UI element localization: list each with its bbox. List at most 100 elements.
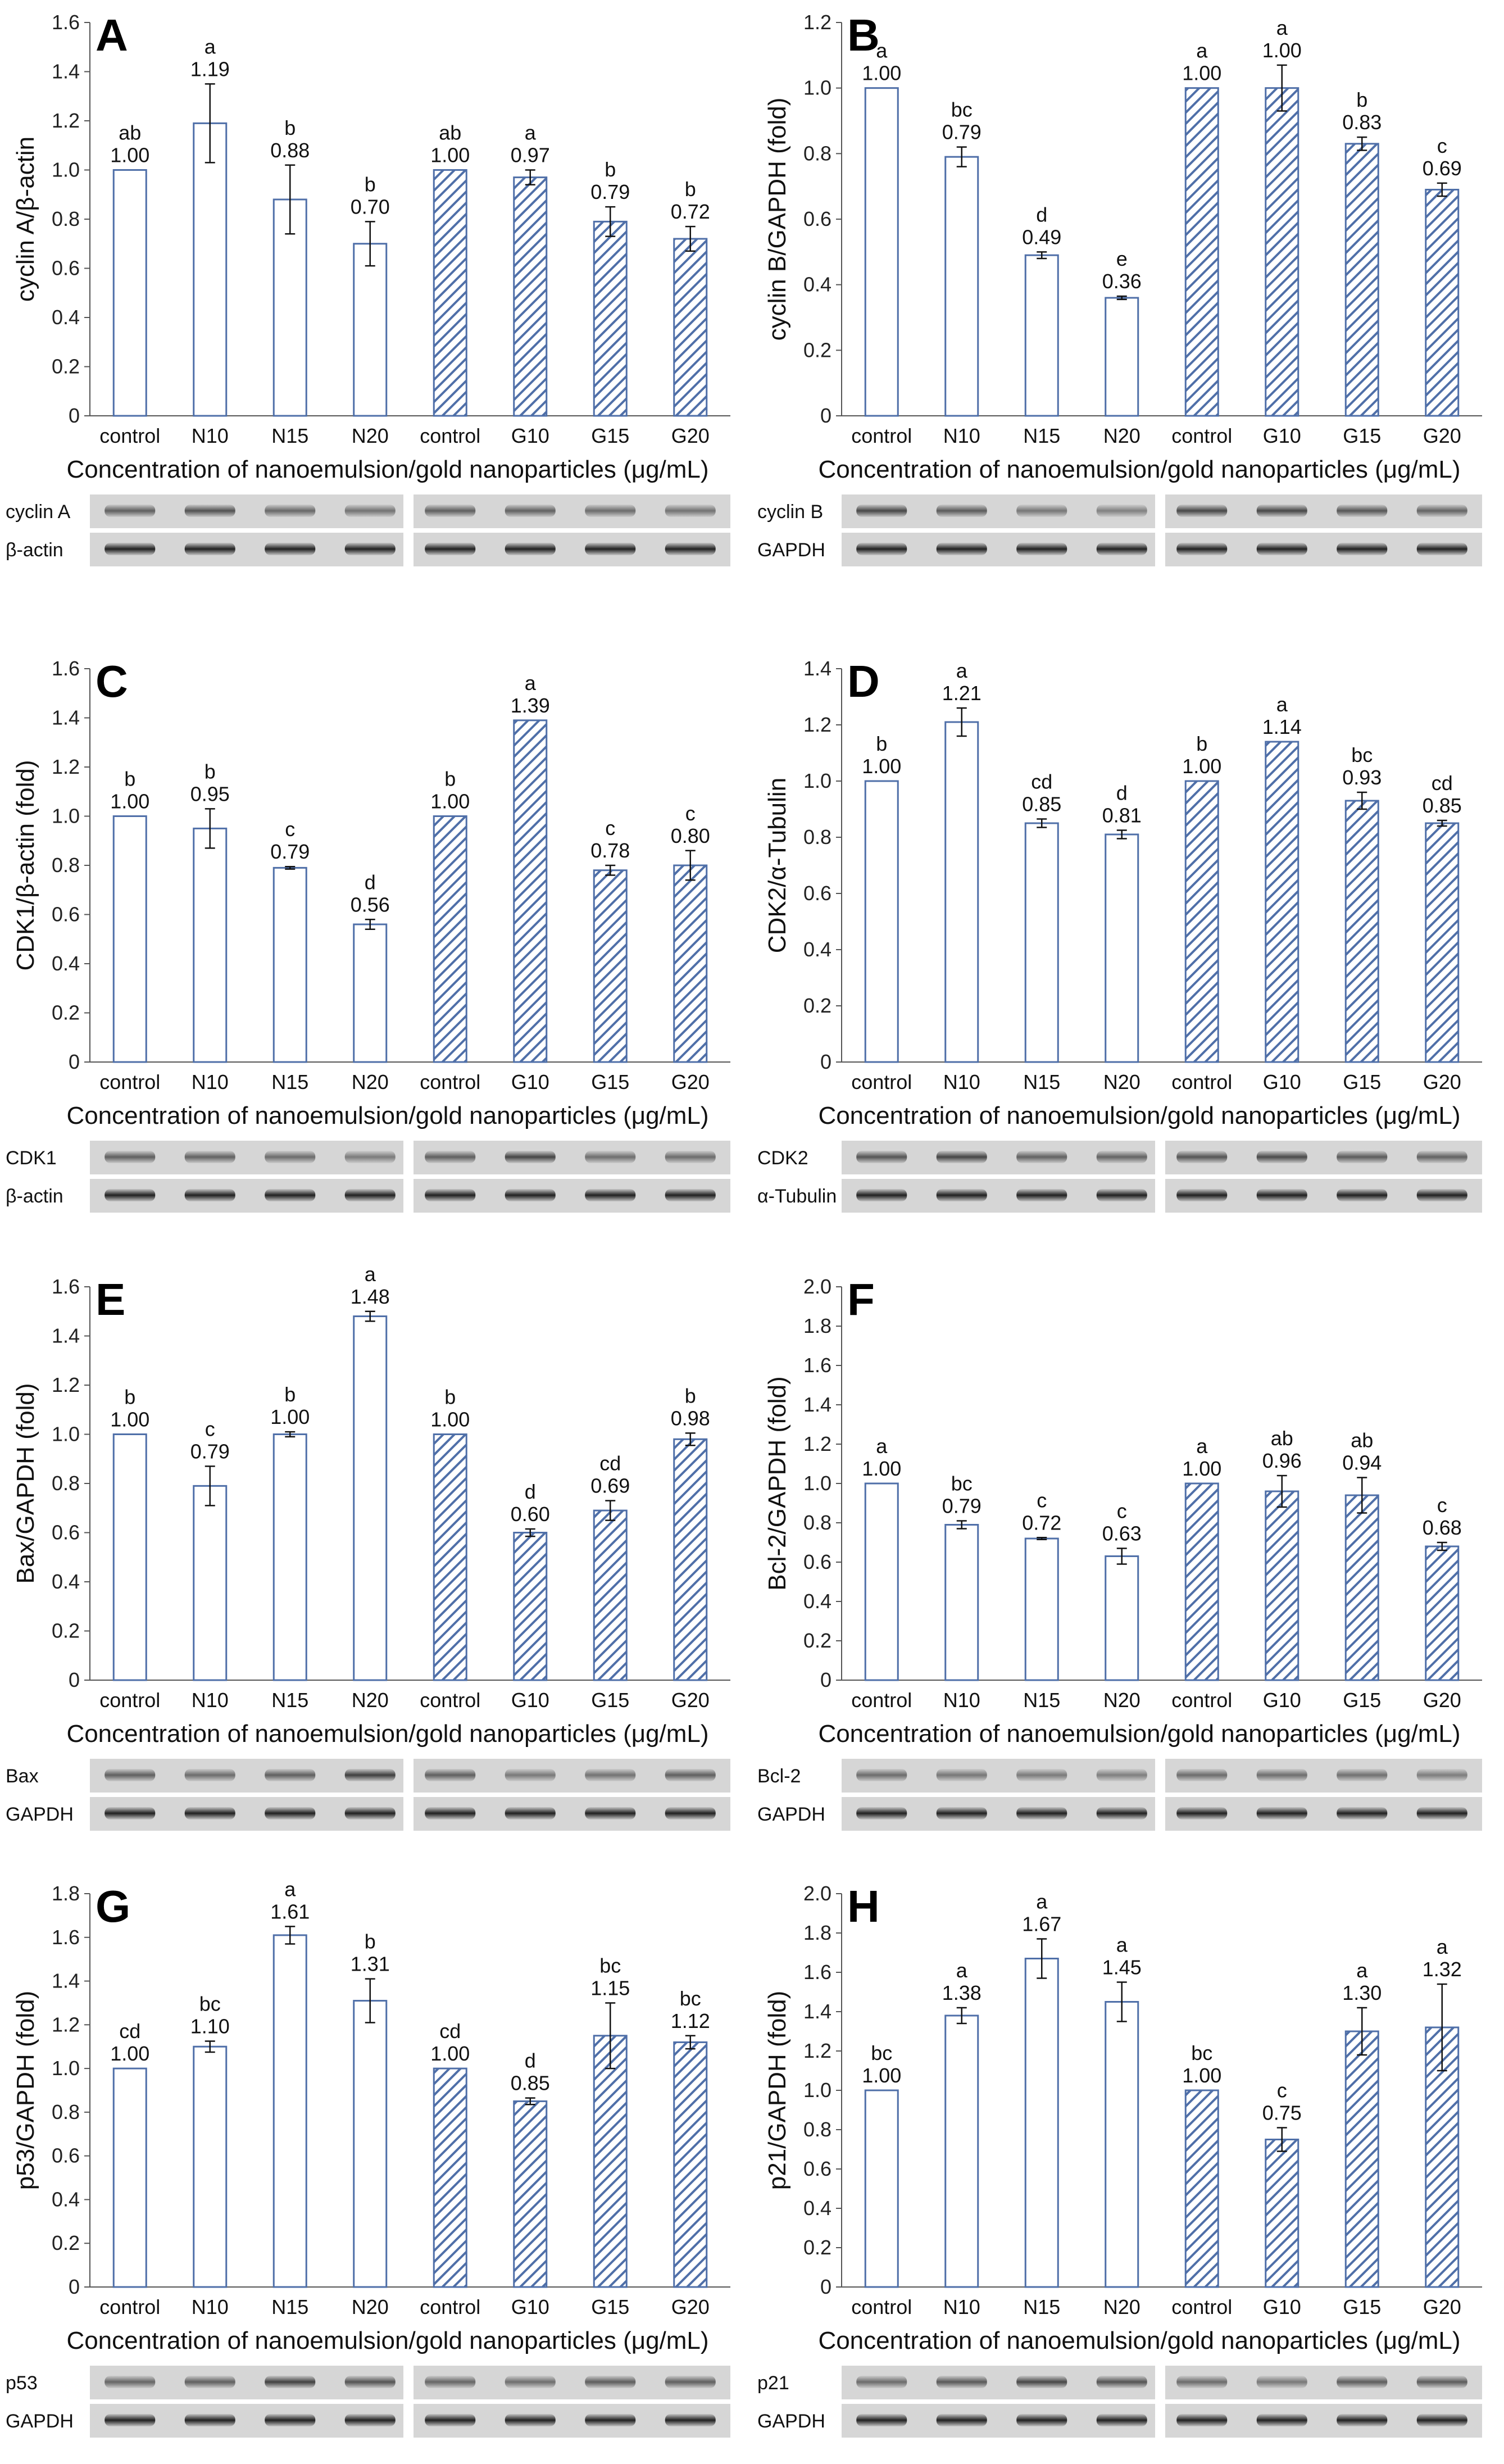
y-tick-label: 0.2 (52, 2231, 80, 2254)
value-label: 1.61 (270, 1900, 310, 1923)
y-tick-label: 1.4 (803, 1393, 831, 1416)
bar-G15-6 (593, 220, 628, 417)
x-tick-label: G20 (1423, 424, 1461, 447)
significance-letter: d (525, 1480, 536, 1503)
y-tick-label: 1.2 (803, 1432, 831, 1455)
value-label: 1.00 (1182, 755, 1221, 778)
panel-f: F 0 0.2 0.4 0.6 0.8 1.0 1.2 1.4 1.6 1.8 2.0 Bcl-2/GA… (757, 1274, 1482, 1831)
y-tick-label: 0 (820, 1050, 831, 1073)
x-tick-label: G15 (591, 424, 629, 447)
y-tick-label: 1.6 (52, 11, 80, 34)
blot-band (344, 543, 396, 555)
blot-band (1256, 505, 1307, 517)
bar-G20-7 (1425, 822, 1460, 1063)
significance-letter: a (525, 671, 537, 695)
blot-band (936, 1769, 987, 1781)
blot-band (1337, 2376, 1388, 2388)
x-tick-label: control (851, 424, 912, 447)
blot-label: p21 (757, 2372, 789, 2394)
blot-band (936, 2376, 987, 2388)
blot-band (856, 505, 907, 517)
bar-G10-5 (513, 2100, 548, 2288)
y-tick-label: 1.0 (52, 2057, 80, 2080)
value-label: 0.72 (671, 200, 710, 223)
bar-G15-6 (593, 1509, 628, 1681)
blot-band (184, 2376, 235, 2388)
blot-label: GAPDH (6, 2411, 74, 2432)
blot-label: CDK2 (757, 1147, 808, 1169)
x-tick-label: control (851, 1070, 912, 1093)
y-tick-label: 1.2 (803, 11, 831, 34)
significance-letter: cd (119, 2020, 140, 2043)
panel-letter: B (847, 10, 880, 60)
significance-letter: a (205, 35, 216, 58)
y-tick-label: 0 (69, 1668, 80, 1691)
blot-band (425, 2414, 476, 2426)
blot-band (1096, 1151, 1147, 1163)
blot-band (104, 505, 156, 517)
value-label: 0.68 (1423, 1516, 1462, 1539)
significance-letter: a (1196, 1435, 1208, 1458)
blot-band (665, 1151, 716, 1163)
x-tick-label: N15 (271, 1689, 308, 1712)
blot-label: α-Tubulin (757, 1186, 837, 1207)
significance-letter: c (205, 1417, 215, 1440)
x-tick-label: G10 (1263, 2295, 1301, 2318)
x-tick-label: control (420, 1070, 480, 1093)
y-tick-label: 1.2 (52, 2013, 80, 2036)
y-tick-label: 0.4 (52, 306, 80, 329)
significance-letter: b (124, 768, 135, 791)
value-label: 0.75 (1262, 2102, 1302, 2125)
blot-band (936, 505, 987, 517)
blot-band (1176, 2414, 1228, 2426)
value-label: 0.85 (511, 2072, 550, 2095)
bar-control-4 (433, 815, 467, 1063)
significance-letter: ab (1351, 1429, 1373, 1452)
bar-control-4 (1184, 780, 1219, 1063)
x-tick-label: G20 (671, 1689, 710, 1712)
x-tick-label: control (99, 1070, 160, 1093)
y-tick-label: 0.8 (803, 2118, 831, 2141)
significance-letter: b (1196, 732, 1207, 755)
blot-label: GAPDH (757, 539, 825, 561)
bar-control-4 (1184, 87, 1219, 417)
y-tick-label: 1.2 (52, 109, 80, 132)
blot-band (1016, 1769, 1067, 1781)
significance-letter: d (525, 2049, 536, 2072)
significance-letter: b (205, 760, 216, 783)
x-tick-label: N10 (943, 1689, 980, 1712)
significance-letter: b (685, 178, 696, 201)
x-tick-label: control (420, 1689, 480, 1712)
value-label: 1.00 (110, 1408, 149, 1431)
blot-band (665, 1807, 716, 1819)
y-tick-label: 0.6 (803, 882, 831, 905)
blot-label: GAPDH (757, 1804, 825, 1825)
x-tick-label: G15 (591, 1070, 629, 1093)
x-tick-label: N10 (192, 1070, 229, 1093)
value-label: 1.00 (862, 62, 901, 85)
bar-control-0 (112, 815, 147, 1063)
significance-letter: b (365, 173, 376, 196)
x-tick-label: N20 (352, 1070, 389, 1093)
blot-band (1337, 505, 1388, 517)
blot-band (1256, 2376, 1307, 2388)
y-tick-label: 1.0 (803, 2079, 831, 2102)
bar-control-4 (433, 169, 467, 417)
bar-N15-2 (272, 1934, 307, 2288)
y-axis-label: Bcl-2/GAPDH (fold) (764, 1376, 791, 1590)
blot-band (1256, 1807, 1307, 1819)
x-tick-label: G15 (1343, 2295, 1381, 2318)
panel-a: A 0 0.2 0.4 0.6 0.8 1.0 1.2 1.4 1.6 cyclin A/β-act… (6, 10, 730, 566)
blot-band (184, 1189, 235, 1201)
blot-band (665, 505, 716, 517)
blot-band (1016, 505, 1067, 517)
y-tick-label: 0.6 (803, 2157, 831, 2180)
x-tick-label: N15 (271, 424, 308, 447)
panel-b: B 0 0.2 0.4 0.6 0.8 1.0 1.2 cyclin B/GAPDH (fold… (757, 10, 1482, 566)
y-tick-label: 0.2 (803, 1629, 831, 1652)
y-tick-label: 1.4 (803, 657, 831, 680)
y-tick-label: 1.6 (803, 1354, 831, 1377)
x-tick-label: control (851, 1689, 912, 1712)
blot-label: GAPDH (757, 2411, 825, 2432)
